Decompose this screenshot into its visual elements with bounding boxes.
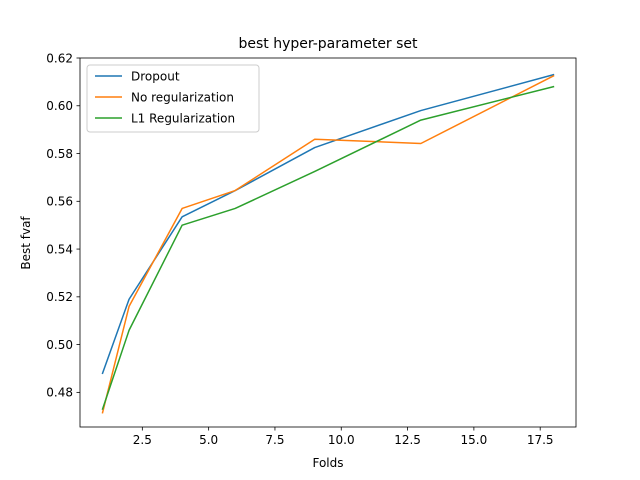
y-tick-label: 0.60	[46, 99, 73, 113]
legend-box	[86, 64, 260, 133]
x-tick-label: 17.5	[527, 433, 554, 447]
y-tick-label: 0.56	[46, 195, 73, 209]
y-tick-label: 0.54	[46, 242, 73, 256]
legend-label: L1 Regularization	[131, 112, 235, 126]
chart-title: best hyper-parameter set	[238, 36, 418, 52]
x-tick-label: 5.0	[199, 433, 218, 447]
y-tick-label: 0.62	[46, 51, 73, 65]
y-tick-label: 0.52	[46, 290, 73, 304]
plot-area: 2.5 5.0 7.5 10.0 12.5 15.0 17.5 0.48 0.50 0.52 0.5…	[46, 51, 577, 447]
y-tick-label: 0.48	[46, 386, 73, 400]
x-axis-label: Folds	[312, 456, 343, 470]
x-tick-label: 7.5	[265, 433, 284, 447]
y-axis-label: Best fvaf	[19, 216, 33, 270]
y-tick-label: 0.50	[46, 338, 73, 352]
x-tick-label: 10.0	[328, 433, 355, 447]
x-tick-label: 2.5	[133, 433, 152, 447]
x-tick-label: 12.5	[394, 433, 421, 447]
axes-frame	[79, 57, 577, 428]
legend-label: Dropout	[131, 70, 180, 84]
y-tick-label: 0.58	[46, 147, 73, 161]
x-tick-label: 15.0	[461, 433, 488, 447]
legend-label: No regularization	[131, 91, 234, 105]
